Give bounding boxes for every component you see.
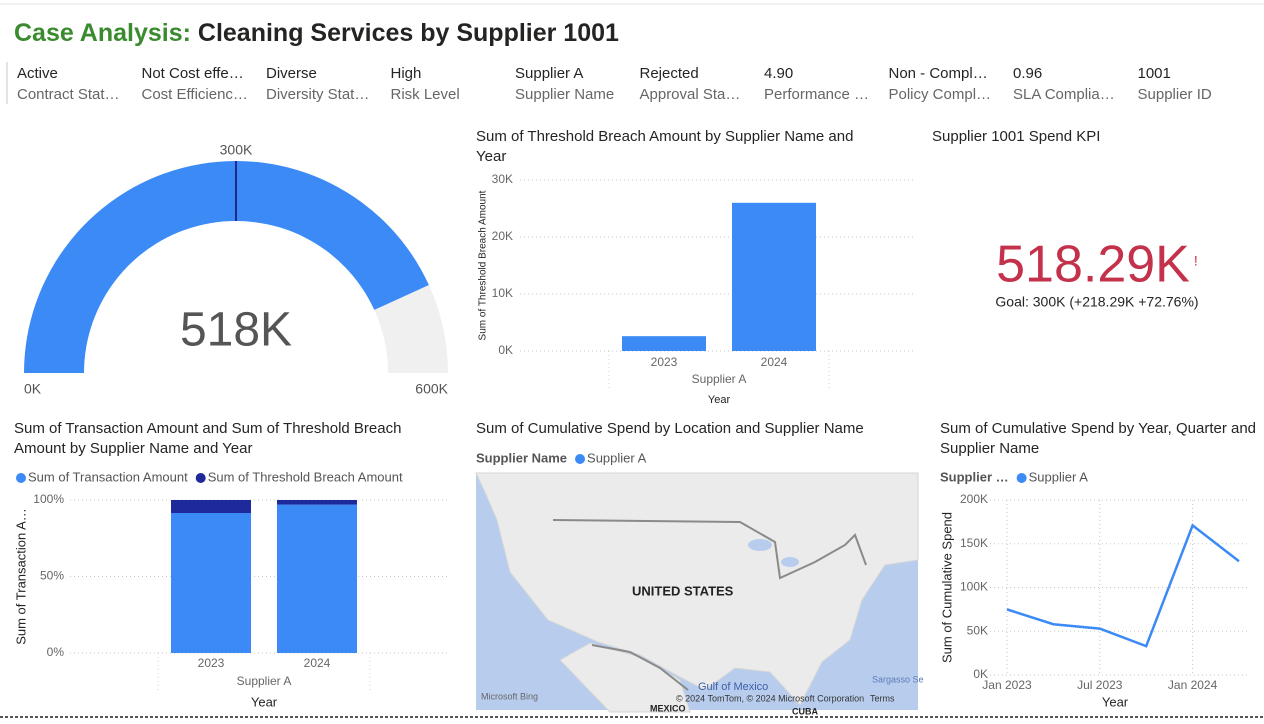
kpi-value: 518.29K	[996, 236, 1190, 294]
group-label: Supplier A	[237, 674, 292, 688]
kpi-goal: Goal: 300K (+218.29K +72.76%)	[995, 294, 1198, 310]
card-label: Diversity Stat…	[266, 86, 369, 103]
card-value: Rejected	[640, 65, 699, 82]
y-tick-label: 100K	[960, 580, 988, 594]
legend-marker	[575, 454, 586, 464]
legend-title: Supplier …	[940, 469, 1009, 484]
group-label: Supplier A	[692, 372, 747, 386]
gauge-value-label: 518K	[180, 304, 292, 357]
bar	[732, 202, 816, 351]
chart-title: Sum of Threshold Breach Amount by Suppli…	[476, 128, 854, 165]
card-label: SLA Complia…	[1013, 86, 1115, 103]
y-axis-label: Sum of Cumulative Spend	[939, 512, 954, 663]
y-tick-label: 50%	[40, 569, 64, 583]
y-tick-label: 20K	[492, 229, 513, 243]
gauge-range-label: 600K	[415, 381, 448, 397]
y-axis-label: Sum of Transaction A…	[13, 508, 28, 645]
card-value: Active	[17, 65, 58, 82]
map-lake	[781, 557, 799, 567]
x-tick-label: 2024	[761, 355, 788, 369]
y-tick-label: 50K	[967, 623, 988, 637]
gauge-track	[374, 285, 448, 373]
map-terms: Terms	[870, 693, 895, 703]
x-tick-label: 2023	[651, 355, 678, 369]
card-label: Policy Compl…	[889, 86, 992, 103]
x-tick-label: Jul 2023	[1077, 678, 1123, 692]
card-value: High	[391, 65, 422, 82]
card-label: Approval Sta…	[640, 86, 741, 103]
title-prefix: Case Analysis:	[14, 19, 191, 47]
gauge-target-label: 300K	[220, 142, 253, 158]
map-logo: Microsoft Bing	[481, 691, 538, 701]
chart-title: Sum of Cumulative Spend by Year, Quarter…	[940, 420, 1257, 457]
card-value: Supplier A	[515, 65, 583, 82]
map-land	[475, 472, 919, 706]
y-tick-label: 10K	[492, 286, 513, 300]
x-tick-label: Jan 2023	[982, 678, 1032, 692]
bar-segment	[277, 500, 357, 505]
x-tick-label: Jan 2024	[1168, 678, 1218, 692]
card-value: 0.96	[1013, 65, 1042, 82]
legend-label: Sum of Threshold Breach Amount	[208, 469, 403, 484]
x-axis-label: Year	[708, 394, 731, 406]
bar-segment	[277, 504, 357, 653]
card-value: 4.90	[764, 65, 793, 82]
x-tick-label: 2024	[304, 656, 331, 670]
x-axis-label: Year	[1102, 694, 1129, 709]
y-tick-label: 150K	[960, 536, 988, 550]
y-tick-label: 0K	[973, 667, 988, 681]
gauge-value	[24, 160, 429, 373]
gauge-range-label: 0K	[24, 381, 42, 397]
legend-marker	[195, 473, 206, 483]
x-tick-label: 2023	[198, 656, 225, 670]
bar-segment	[171, 500, 251, 514]
legend-marker	[16, 473, 26, 483]
map-label: Gulf of Mexico	[698, 681, 768, 693]
card-value: Non - Compl…	[889, 65, 988, 82]
card-label: Performance …	[764, 86, 869, 103]
y-tick-label: 0%	[47, 645, 65, 659]
map-label: UNITED STATES	[632, 583, 734, 598]
legend-marker	[1016, 473, 1027, 483]
y-tick-label: 30K	[492, 172, 513, 186]
card-value: 1001	[1138, 65, 1171, 82]
x-axis-label: Year	[251, 694, 278, 709]
legend-title: Supplier Name	[476, 450, 567, 465]
card-label: Contract Stat…	[17, 86, 120, 103]
legend-label: Supplier A	[1029, 469, 1089, 484]
card-value: Diverse	[266, 65, 317, 82]
y-tick-label: 0K	[498, 343, 513, 357]
bar	[622, 336, 706, 351]
y-tick-label: 200K	[960, 492, 988, 506]
map-border	[591, 644, 689, 691]
map-label: Sargasso Se	[872, 674, 924, 684]
card-value: Not Cost effe…	[142, 65, 244, 82]
legend-label: Sum of Transaction Amount	[28, 469, 188, 484]
line	[1006, 523, 1240, 648]
chart-title: Supplier 1001 Spend KPI	[932, 128, 1101, 145]
card-label: Risk Level	[391, 86, 460, 103]
map-label: MEXICO	[650, 703, 686, 713]
map-label: CUBA	[792, 706, 818, 716]
y-tick-label: 100%	[33, 492, 64, 506]
bar-segment	[171, 513, 251, 653]
card-label: Supplier Name	[515, 86, 614, 103]
legend-label: Supplier A	[587, 450, 647, 465]
y-axis-label: Sum of Threshold Breach Amount	[478, 190, 489, 340]
kpi-indicator: !	[1194, 253, 1198, 269]
card-label: Supplier ID	[1138, 86, 1212, 103]
map-lake	[748, 539, 772, 551]
chart-title: Sum of Transaction Amount and Sum of Thr…	[14, 420, 402, 457]
map-border	[552, 519, 867, 580]
chart-title: Sum of Cumulative Spend by Location and …	[476, 420, 864, 437]
title-main: Cleaning Services by Supplier 1001	[198, 19, 619, 47]
card-label: Cost Efficienc…	[142, 86, 248, 103]
page-title: Case Analysis: Cleaning Services by Supp…	[14, 19, 619, 47]
map-attribution: © 2024 TomTom, © 2024 Microsoft Corporat…	[676, 693, 864, 703]
